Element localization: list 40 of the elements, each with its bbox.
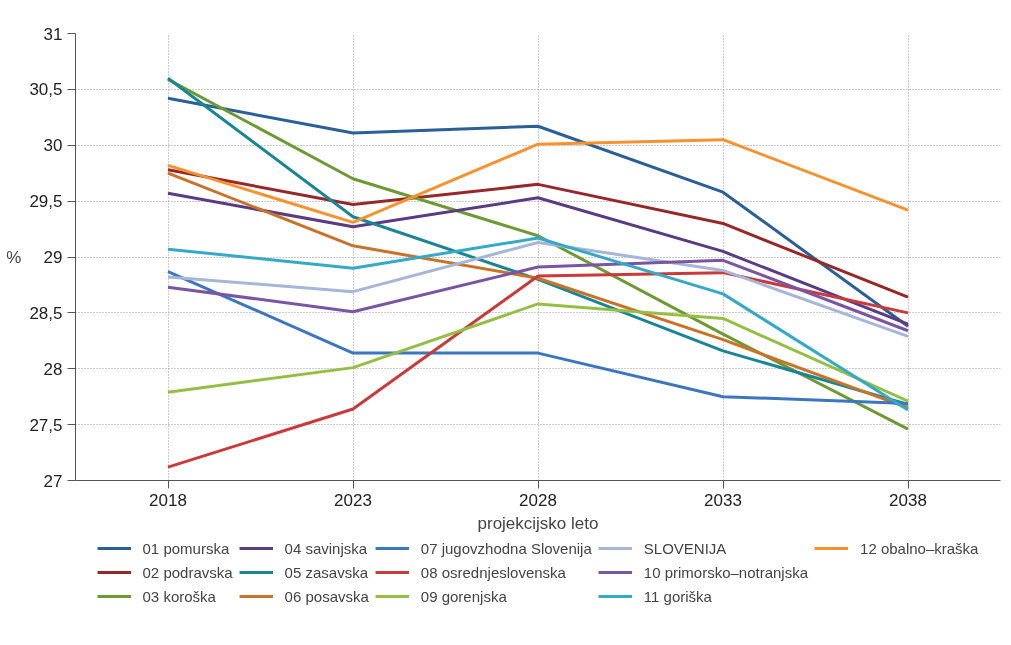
line-series <box>166 168 910 299</box>
x-tick-label: 2023 <box>334 490 372 510</box>
legend-label: 08 osrednjeslovenska <box>420 563 566 581</box>
legend-label: 04 savinjska <box>284 539 368 557</box>
y-tick-label: 28 <box>43 359 63 379</box>
y-tick-label: 30,5 <box>29 80 63 100</box>
line-series <box>166 96 910 328</box>
y-tick-label: 27,5 <box>29 415 63 435</box>
line-series <box>166 302 910 403</box>
line-series <box>166 236 910 412</box>
x-axis-title: projekcijsko leto <box>477 513 599 533</box>
y-tick-label: 31 <box>43 24 63 44</box>
x-tick-label: 2038 <box>889 490 927 510</box>
line-series <box>166 258 910 333</box>
y-tick-label: 29,5 <box>29 192 63 212</box>
legend-label: 01 pomurska <box>142 539 230 557</box>
x-tick-label: 2028 <box>519 490 557 510</box>
y-tick-label: 30 <box>43 136 63 156</box>
line-series <box>166 191 910 326</box>
legend-label: 10 primorsko–notranjska <box>643 563 809 581</box>
line-series <box>166 171 910 410</box>
line-series <box>166 138 910 224</box>
legend-label: 07 jugovzhodna Slovenija <box>420 539 592 557</box>
line-series <box>166 271 910 469</box>
legend-label: SLOVENIJA <box>643 539 727 557</box>
y-tick-label: 28,5 <box>29 303 63 323</box>
line-series <box>166 270 910 405</box>
legend-label: 09 gorenjska <box>420 587 507 605</box>
x-tick-label: 2033 <box>704 490 742 510</box>
y-axis-title: % <box>6 247 22 267</box>
legend-label: 02 podravska <box>142 563 233 581</box>
legend-label: 06 posavska <box>284 587 369 605</box>
y-tick-label: 29 <box>43 248 63 267</box>
x-tick-label: 2018 <box>149 490 187 510</box>
y-tick-label: 27 <box>43 471 63 491</box>
legend-label: 12 obalno–kraška <box>860 539 979 557</box>
legend-label: 11 goriška <box>643 587 712 605</box>
legend-label: 03 koroška <box>142 587 216 605</box>
line-series <box>166 240 910 338</box>
legend-label: 05 zasavska <box>284 563 368 581</box>
